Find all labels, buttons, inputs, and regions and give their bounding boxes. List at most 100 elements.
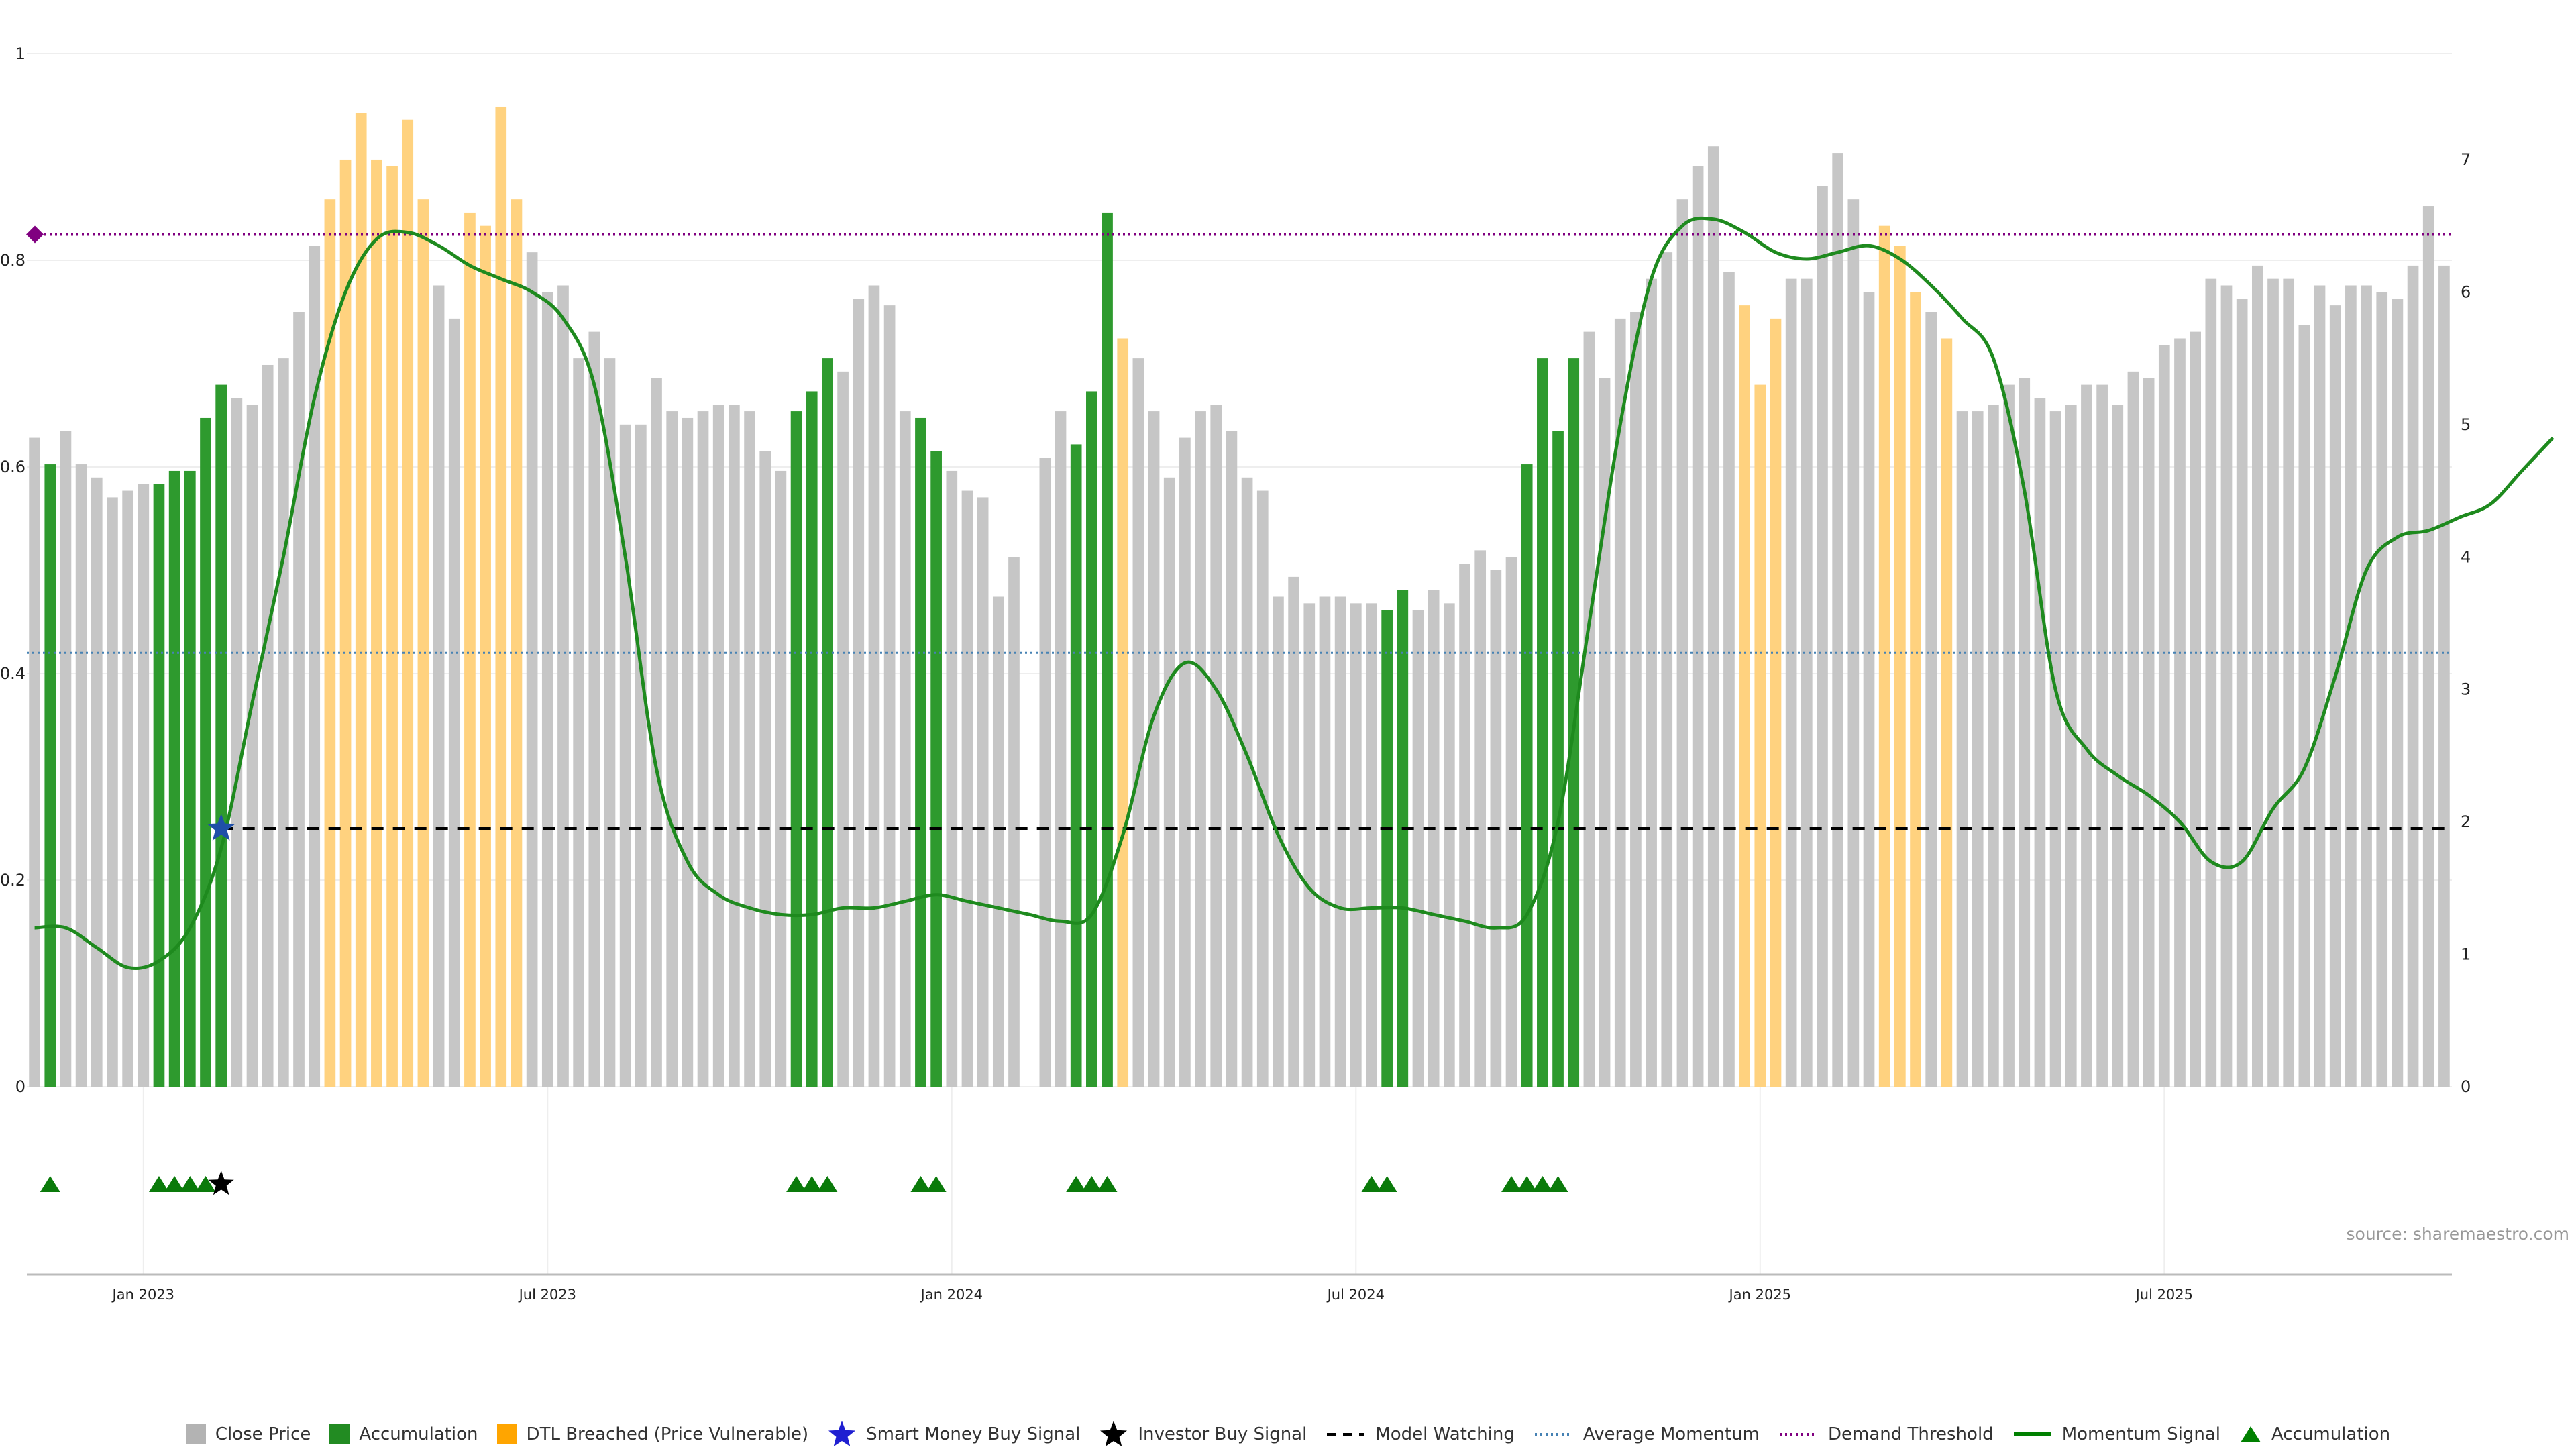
bar-dtl bbox=[1770, 318, 1782, 1087]
bar-gray bbox=[2438, 265, 2450, 1087]
bar-gray bbox=[1319, 596, 1331, 1087]
bar-dtl bbox=[1739, 305, 1750, 1087]
momentum-signal-line bbox=[34, 216, 2555, 971]
bar-accumulation bbox=[1397, 590, 1409, 1087]
bar-gray bbox=[1039, 458, 1051, 1087]
bar-gray bbox=[961, 490, 973, 1087]
grid-lines bbox=[27, 53, 2452, 1275]
bar-gray bbox=[883, 305, 896, 1087]
bar-gray bbox=[697, 411, 709, 1087]
bar-accumulation bbox=[1381, 610, 1393, 1087]
bar-gray bbox=[619, 424, 631, 1087]
accumulation-markers bbox=[40, 1171, 1568, 1195]
legend-swatch-dotted bbox=[1534, 1433, 1572, 1436]
bar-gray bbox=[2236, 299, 2248, 1087]
bar-dtl bbox=[371, 159, 382, 1087]
accumulation-marker bbox=[1377, 1176, 1397, 1192]
bar-gray bbox=[1163, 477, 1175, 1087]
accumulation-marker bbox=[1361, 1176, 1382, 1192]
y-right-tick-label: 1 bbox=[2461, 945, 2471, 964]
bar-gray bbox=[2034, 398, 2046, 1087]
bar-gray bbox=[1148, 411, 1160, 1087]
bar-gray bbox=[75, 464, 87, 1087]
bar-gray bbox=[1630, 312, 1642, 1087]
bar-gray bbox=[138, 484, 150, 1087]
bar-gray bbox=[1256, 490, 1269, 1087]
bar-gray bbox=[1847, 199, 1860, 1087]
bar-gray bbox=[1817, 186, 1828, 1087]
bar-dtl bbox=[464, 212, 476, 1087]
x-tick-label: Jul 2025 bbox=[2135, 1287, 2193, 1303]
accumulation-marker bbox=[1066, 1176, 1087, 1192]
bar-gray bbox=[1988, 405, 1999, 1087]
axes: 0 0.2 0.4 0.6 0.8 1 0 1 2 3 4 5 6 7 Jan 2023 Jul 2023 Ja… bbox=[0, 44, 2471, 1303]
bar-gray bbox=[946, 470, 958, 1087]
bar-gray bbox=[1956, 411, 1968, 1087]
bar-gray bbox=[309, 246, 321, 1087]
legend-label: DTL Breached (Price Vulnerable) bbox=[526, 1424, 809, 1444]
bar-gray bbox=[744, 411, 755, 1087]
bar-gray bbox=[278, 358, 289, 1087]
bar-dtl bbox=[1894, 246, 1906, 1087]
bar-gray bbox=[60, 431, 72, 1087]
bar-gray bbox=[2220, 285, 2233, 1087]
bar-gray bbox=[1210, 405, 1222, 1087]
bar-gray bbox=[29, 437, 40, 1087]
bar-gray bbox=[2298, 325, 2310, 1087]
legend-label: Model Watching bbox=[1375, 1424, 1515, 1444]
bar-gray bbox=[1241, 477, 1253, 1087]
bar-dtl bbox=[324, 199, 336, 1087]
legend-label: Demand Threshold bbox=[1828, 1424, 1994, 1444]
bar-accumulation bbox=[153, 484, 165, 1087]
bar-gray bbox=[899, 411, 911, 1087]
bar-accumulation bbox=[930, 451, 942, 1087]
bar-dtl bbox=[1878, 225, 1890, 1087]
legend-swatch-square bbox=[329, 1424, 350, 1444]
bar-gray bbox=[992, 596, 1004, 1087]
bar-gray bbox=[2143, 378, 2155, 1087]
bars bbox=[29, 106, 2450, 1087]
bar-gray bbox=[1583, 331, 1595, 1087]
bar-accumulation bbox=[1086, 391, 1097, 1087]
legend-swatch-dotted bbox=[1780, 1433, 1818, 1436]
bar-gray bbox=[775, 470, 787, 1087]
legend: Close Price Accumulation DTL Breached (Pri… bbox=[0, 1421, 2576, 1448]
legend-swatch-square bbox=[496, 1424, 517, 1444]
bar-dtl bbox=[1754, 384, 1766, 1087]
bar-gray bbox=[231, 398, 243, 1087]
bar-gray bbox=[2127, 371, 2139, 1087]
legend-swatch-star bbox=[828, 1421, 856, 1446]
bar-gray bbox=[2205, 278, 2217, 1087]
bar-gray bbox=[1008, 557, 1020, 1087]
bar-gray bbox=[604, 358, 616, 1087]
bar-dtl bbox=[402, 119, 414, 1087]
bar-gray bbox=[107, 497, 118, 1087]
y-left-tick-label: 1 bbox=[15, 44, 25, 63]
bar-gray bbox=[448, 318, 460, 1087]
bar-accumulation bbox=[168, 470, 180, 1087]
bar-accumulation bbox=[822, 358, 833, 1087]
bar-dtl bbox=[417, 199, 429, 1087]
y-right-tick-label: 7 bbox=[2461, 150, 2471, 169]
bar-gray bbox=[2329, 305, 2341, 1087]
legend-item: Smart Money Buy Signal bbox=[827, 1419, 1080, 1449]
x-tick-label: Jan 2025 bbox=[1728, 1287, 1792, 1303]
bar-gray bbox=[1972, 411, 1984, 1087]
bar-accumulation bbox=[215, 384, 227, 1087]
legend-swatch-triangle bbox=[2240, 1426, 2261, 1442]
reference-lines bbox=[26, 225, 2452, 830]
bar-gray bbox=[1692, 166, 1704, 1087]
bar-gray bbox=[1350, 603, 1362, 1087]
bar-dtl bbox=[339, 159, 352, 1087]
bar-gray bbox=[1303, 603, 1316, 1087]
bar-gray bbox=[1505, 557, 1517, 1087]
bar-gray bbox=[977, 497, 989, 1087]
bar-gray bbox=[2267, 278, 2279, 1087]
bar-gray bbox=[2422, 206, 2434, 1087]
bar-accumulation bbox=[1552, 431, 1564, 1087]
bar-gray bbox=[2407, 265, 2419, 1087]
bar-accumulation bbox=[1537, 358, 1548, 1087]
y-left-tick-label: 0.6 bbox=[0, 458, 25, 476]
bar-dtl bbox=[511, 199, 523, 1087]
